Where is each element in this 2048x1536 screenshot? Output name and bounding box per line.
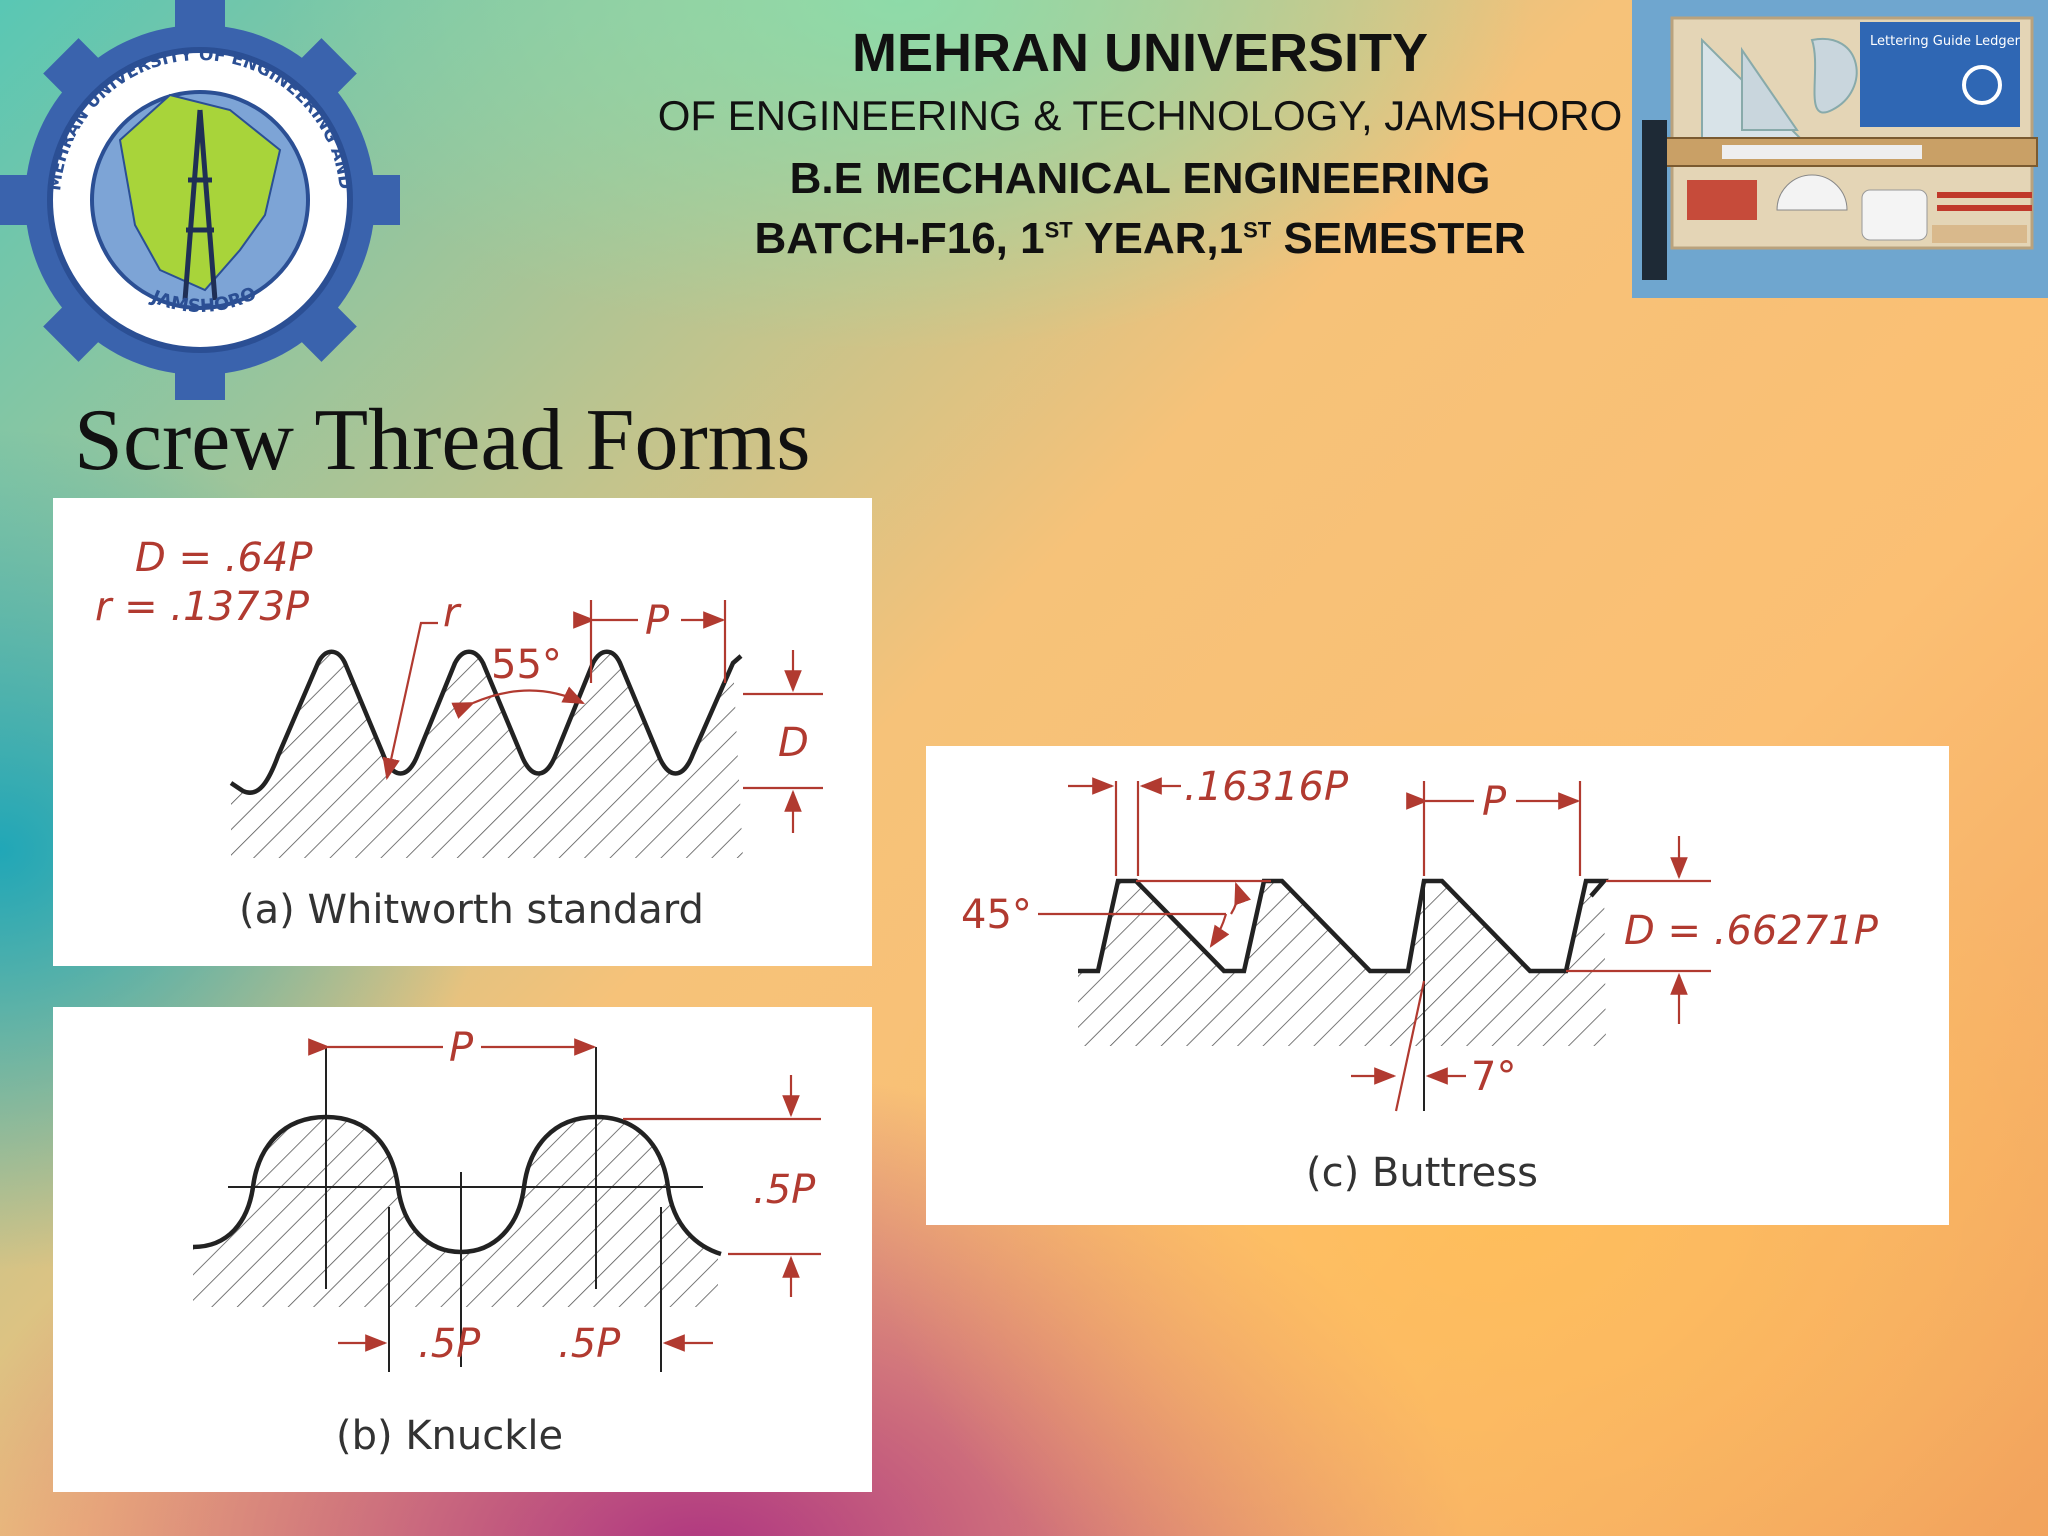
whitworth-r-label: r xyxy=(443,590,462,636)
university-logo: MEHRAN UNIVERSITY OF ENGINEERING AND TEC… xyxy=(0,0,400,400)
whitworth-formula-d: D = .64P xyxy=(135,535,313,581)
buttress-figure: .16316P P 45° D = .66271P 7° (c) Buttres… xyxy=(926,746,1949,1225)
buttress-depth-label: D = .66271P xyxy=(1624,908,1879,954)
drafting-kit-photo: Lettering Guide Ledger xyxy=(1632,0,2048,298)
slide-title: Screw Thread Forms xyxy=(74,392,811,489)
batch-info: BATCH-F16, 1ST YEAR,1ST SEMESTER xyxy=(754,214,1526,263)
whitworth-formula-r: r = .1373P xyxy=(95,584,310,630)
knuckle-caption: (b) Knuckle xyxy=(336,1413,563,1459)
kit-package-title: Lettering Guide Ledger xyxy=(1870,34,2021,49)
buttress-offset-label: .16316P xyxy=(1184,764,1349,810)
program-name: B.E MECHANICAL ENGINEERING xyxy=(789,154,1491,203)
buttress-caption: (c) Buttress xyxy=(1306,1150,1538,1196)
whitworth-angle-label: 55° xyxy=(491,642,562,688)
radius-leader xyxy=(382,621,438,781)
whitworth-depth-label: D xyxy=(778,720,809,766)
university-name: MEHRAN UNIVERSITY xyxy=(851,23,1429,83)
knuckle-height-label: .5P xyxy=(753,1167,816,1213)
knuckle-figure: P .5P .5P .5P (b) Knuckle xyxy=(53,1007,872,1492)
buttress-45-label: 45° xyxy=(961,892,1032,938)
buttress-pitch-label: P xyxy=(1482,779,1507,825)
whitworth-pitch-label: P xyxy=(645,598,670,644)
whitworth-figure: D = .64P r = .1373P r 55° P D (a) Whitwo… xyxy=(53,498,872,966)
slide-header: MEHRAN UNIVERSITY OF ENGINEERING & TECHN… xyxy=(600,22,1680,264)
knuckle-pitch-label: P xyxy=(449,1025,474,1071)
angle-arc xyxy=(451,686,585,719)
whitworth-caption: (a) Whitworth standard xyxy=(239,887,704,933)
buttress-7-label: 7° xyxy=(1471,1054,1516,1100)
university-subtitle: OF ENGINEERING & TECHNOLOGY, JAMSHORO xyxy=(657,92,1623,139)
knuckle-half-left: .5P xyxy=(418,1321,481,1367)
knuckle-half-right: .5P xyxy=(558,1321,621,1367)
